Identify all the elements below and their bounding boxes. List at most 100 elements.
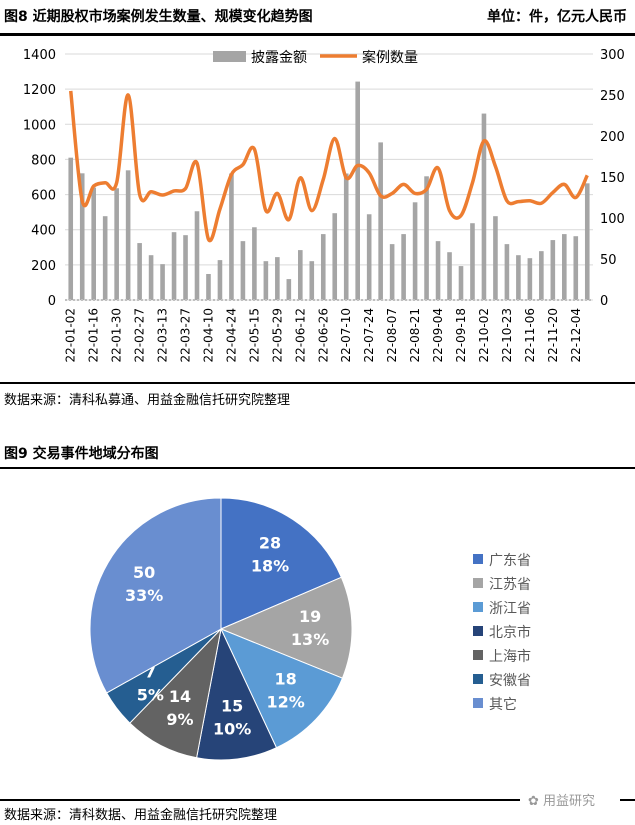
left-tick-label: 600 xyxy=(31,189,56,204)
bar xyxy=(102,216,108,300)
pie-slice xyxy=(89,497,222,694)
figure9-source: 数据来源：清科数据、用益金融信托研究院整理 xyxy=(4,808,278,823)
x-tick-label: 22-05-15 xyxy=(247,308,261,362)
x-tick-label: 22-02-27 xyxy=(133,308,147,362)
slice-percent-label: 18% xyxy=(251,557,289,576)
bar xyxy=(539,251,544,300)
bar xyxy=(114,188,119,300)
x-tick-label: 22-07-10 xyxy=(339,308,353,362)
bar xyxy=(562,234,567,300)
bar xyxy=(493,216,498,300)
x-tick-label: 22-11-20 xyxy=(546,308,560,362)
bar xyxy=(137,243,142,300)
bar xyxy=(584,183,590,300)
bar xyxy=(68,157,74,300)
x-tick-label: 22-09-04 xyxy=(431,308,445,362)
legend-swatch xyxy=(473,554,483,564)
bar xyxy=(458,266,464,300)
bar xyxy=(171,232,177,300)
x-tick-label: 22-11-06 xyxy=(523,308,537,362)
bar xyxy=(252,227,257,300)
case-count-line xyxy=(68,90,589,243)
slice-value-label: 15 xyxy=(221,696,243,715)
bar xyxy=(573,236,579,300)
x-tick-label: 22-04-10 xyxy=(201,308,215,362)
bar xyxy=(286,279,292,300)
bar xyxy=(481,113,487,301)
x-tick-label: 22-10-02 xyxy=(477,308,491,362)
bar xyxy=(435,241,441,300)
slice-value-label: 7 xyxy=(145,662,156,681)
slice-percent-label: 10% xyxy=(213,719,251,738)
bar xyxy=(240,241,246,300)
figure8-unit: 单位：件，亿元人民币 xyxy=(487,9,627,25)
legend-swatch xyxy=(473,674,483,684)
bar xyxy=(366,214,372,300)
left-tick-label: 800 xyxy=(31,153,56,168)
wechat-icon: ✿ xyxy=(528,794,544,809)
bar xyxy=(183,235,188,300)
x-tick-label: 22-08-21 xyxy=(408,308,422,362)
pie-slice xyxy=(129,627,222,759)
slice-value-label: 50 xyxy=(133,563,155,582)
legend-swatch xyxy=(473,602,483,612)
slice-value-label: 14 xyxy=(169,687,191,706)
x-tick-label: 22-12-04 xyxy=(569,308,583,362)
bar xyxy=(298,250,303,300)
bar xyxy=(343,173,349,300)
left-tick-label: 0 xyxy=(48,294,56,309)
bar xyxy=(424,176,429,300)
divider xyxy=(0,467,635,469)
bar xyxy=(355,81,360,300)
legend-swatch xyxy=(473,578,483,588)
right-tick-label: 150 xyxy=(600,171,625,186)
slice-percent-label: 33% xyxy=(125,586,163,605)
bar xyxy=(229,173,234,300)
right-tick-label: 300 xyxy=(600,48,625,63)
trend-chart: 0 200 400 600 800 1000 1200 1400 0 50 100 150 200 250… xyxy=(23,48,625,362)
bar xyxy=(332,213,338,300)
legend-label: 案例数量 xyxy=(362,49,418,66)
bar xyxy=(320,234,326,300)
divider xyxy=(0,799,520,801)
divider xyxy=(0,382,635,384)
bar xyxy=(79,173,85,300)
right-tick-label: 250 xyxy=(600,89,625,104)
watermark: ✿ 用益研究 xyxy=(528,794,596,809)
right-tick-label: 0 xyxy=(600,294,608,309)
bar xyxy=(378,142,383,300)
x-tick-label: 22-03-13 xyxy=(156,308,170,362)
x-tick-label: 22-09-18 xyxy=(454,308,468,362)
left-tick-label: 1400 xyxy=(23,48,56,63)
bar xyxy=(309,261,315,300)
divider xyxy=(620,799,635,801)
bar xyxy=(125,170,131,300)
right-tick-label: 100 xyxy=(600,212,625,227)
bar xyxy=(206,273,211,300)
bar xyxy=(194,211,200,300)
bar xyxy=(504,244,510,300)
legend-label: 安徽省 xyxy=(489,673,531,689)
legend-label: 浙江省 xyxy=(489,601,531,617)
slice-percent-label: 12% xyxy=(266,692,304,711)
region-pie-chart: 28 18% 广东省 19 13% 江苏省 18 12% 浙江省 15 10% 北京市 14 9% 上海市 7… xyxy=(89,497,531,761)
right-tick-label: 50 xyxy=(600,253,617,268)
x-tick-label: 22-05-29 xyxy=(270,308,284,362)
right-tick-label: 200 xyxy=(600,130,625,145)
legend-label: 其它 xyxy=(489,696,517,713)
bar xyxy=(389,244,395,300)
pie-slice xyxy=(220,628,344,749)
x-tick-label: 22-04-24 xyxy=(224,308,238,362)
figure8-source: 数据来源：清科私募通、用益金融信托研究院整理 xyxy=(4,393,291,408)
x-tick-label: 22-01-30 xyxy=(110,308,124,362)
legend-swatch-bar xyxy=(213,51,246,62)
pie-slice xyxy=(196,627,278,761)
bar xyxy=(275,257,280,300)
bar xyxy=(550,240,556,300)
bar xyxy=(148,255,154,300)
left-tick-label: 200 xyxy=(31,259,56,274)
slice-percent-label: 9% xyxy=(166,710,193,729)
slice-value-label: 28 xyxy=(259,534,281,553)
x-tick-label: 22-01-16 xyxy=(87,308,101,362)
left-tick-label: 400 xyxy=(31,224,56,239)
